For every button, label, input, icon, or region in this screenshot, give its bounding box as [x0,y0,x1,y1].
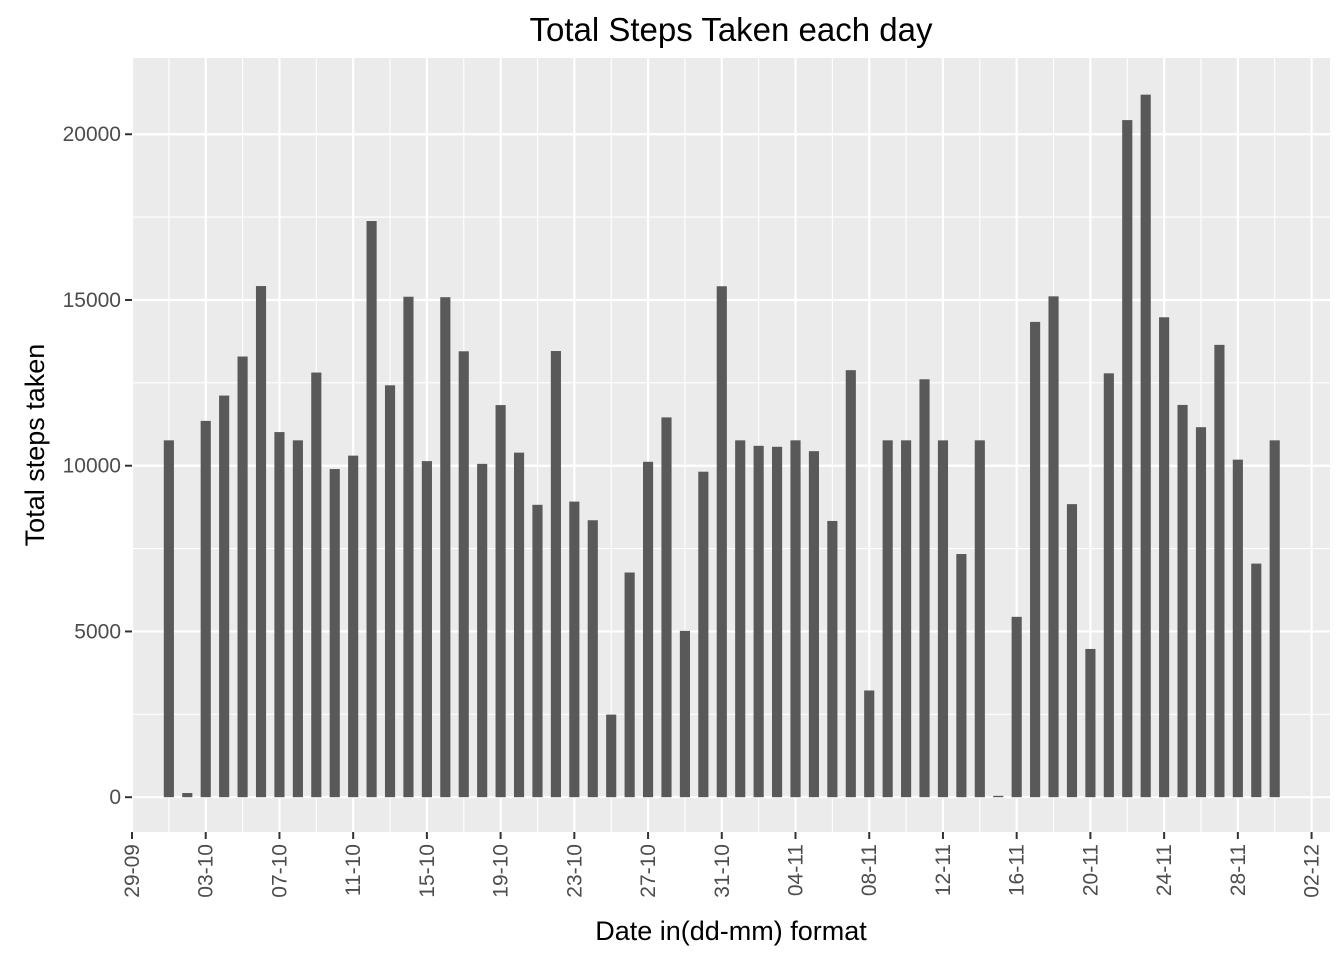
y-axis: 0 5000 10000 15000 20000 [63,123,132,809]
bar [182,793,193,798]
bar [513,452,525,798]
bar [956,554,967,798]
x-tick-label: 23-10 [563,844,586,898]
bar [790,440,801,798]
bar [200,420,211,798]
bar [864,690,875,798]
bar [901,440,912,798]
bar [274,432,285,798]
x-tick-label: 07-10 [268,844,291,898]
x-tick-label: 28-11 [1227,844,1250,896]
bar [993,795,1004,798]
x-tick-label: 19-10 [490,844,513,898]
bar [237,356,248,798]
bar [1066,504,1078,798]
x-tick-label: 11-10 [342,844,365,896]
bar [808,451,820,798]
bar [1011,616,1022,798]
x-tick-label: 15-10 [416,844,439,898]
x-axis: 29-09 03-10 07-10 11-10 15-10 19-10 23-10 27-10… [121,832,1324,898]
x-tick-label: 20-11 [1079,844,1102,896]
bar [384,385,396,798]
bar [624,572,635,798]
y-tick-label: 5000 [74,620,121,643]
bar [255,286,267,798]
bar [1232,459,1243,798]
bar [458,351,469,798]
bar [1214,344,1225,798]
x-tick-label: 04-11 [785,844,808,896]
x-tick-label: 16-11 [1006,844,1029,896]
bar [348,455,359,798]
y-tick-label: 20000 [63,123,121,146]
bar [1269,440,1280,798]
bar [587,520,598,798]
bar [716,286,727,798]
chart-title: Total Steps Taken each day [530,11,933,48]
bar [292,440,303,798]
bar [477,463,488,798]
bar [882,440,893,798]
bar [569,501,580,798]
bar [1251,563,1262,798]
y-tick-label: 10000 [63,455,121,478]
x-tick-label: 03-10 [195,844,218,898]
bar [661,417,672,798]
bar [845,370,856,798]
bar [495,405,506,798]
bar [1177,404,1188,798]
bar [163,440,174,798]
x-tick-label: 08-11 [858,844,881,896]
y-tick-label: 0 [109,786,121,809]
bar [606,714,617,798]
bar [366,221,377,798]
bar [679,630,690,798]
x-tick-label: 31-10 [711,844,734,898]
x-tick-label: 29-09 [121,844,144,898]
x-tick-label: 27-10 [637,844,660,898]
bar [1048,296,1059,798]
bar [753,445,764,798]
bar [1122,120,1133,798]
bar [827,520,838,798]
x-tick-label: 12-11 [932,844,955,896]
bar [403,296,414,798]
bar [1030,321,1041,798]
bar [440,297,451,798]
bar [532,504,543,798]
y-tick-label: 15000 [63,289,121,312]
x-axis-title: Date in(dd-mm) format [595,916,867,946]
bar [937,440,949,798]
bar [735,440,746,798]
x-tick-label: 02-12 [1301,844,1324,898]
bar [919,379,930,798]
bars [163,94,1280,798]
bar [1085,648,1096,798]
y-axis-title: Total steps taken [20,344,50,547]
bar [421,461,432,798]
bar [1140,94,1151,798]
bar [974,440,985,798]
bar [1195,427,1207,798]
bar [642,461,654,798]
bar [219,395,230,798]
bar [772,446,783,798]
bar [698,471,709,798]
bar [1159,317,1170,798]
x-tick-label: 24-11 [1153,844,1176,896]
bar [311,372,322,798]
bar [1103,373,1114,798]
bar [550,351,561,798]
bar [329,469,340,798]
